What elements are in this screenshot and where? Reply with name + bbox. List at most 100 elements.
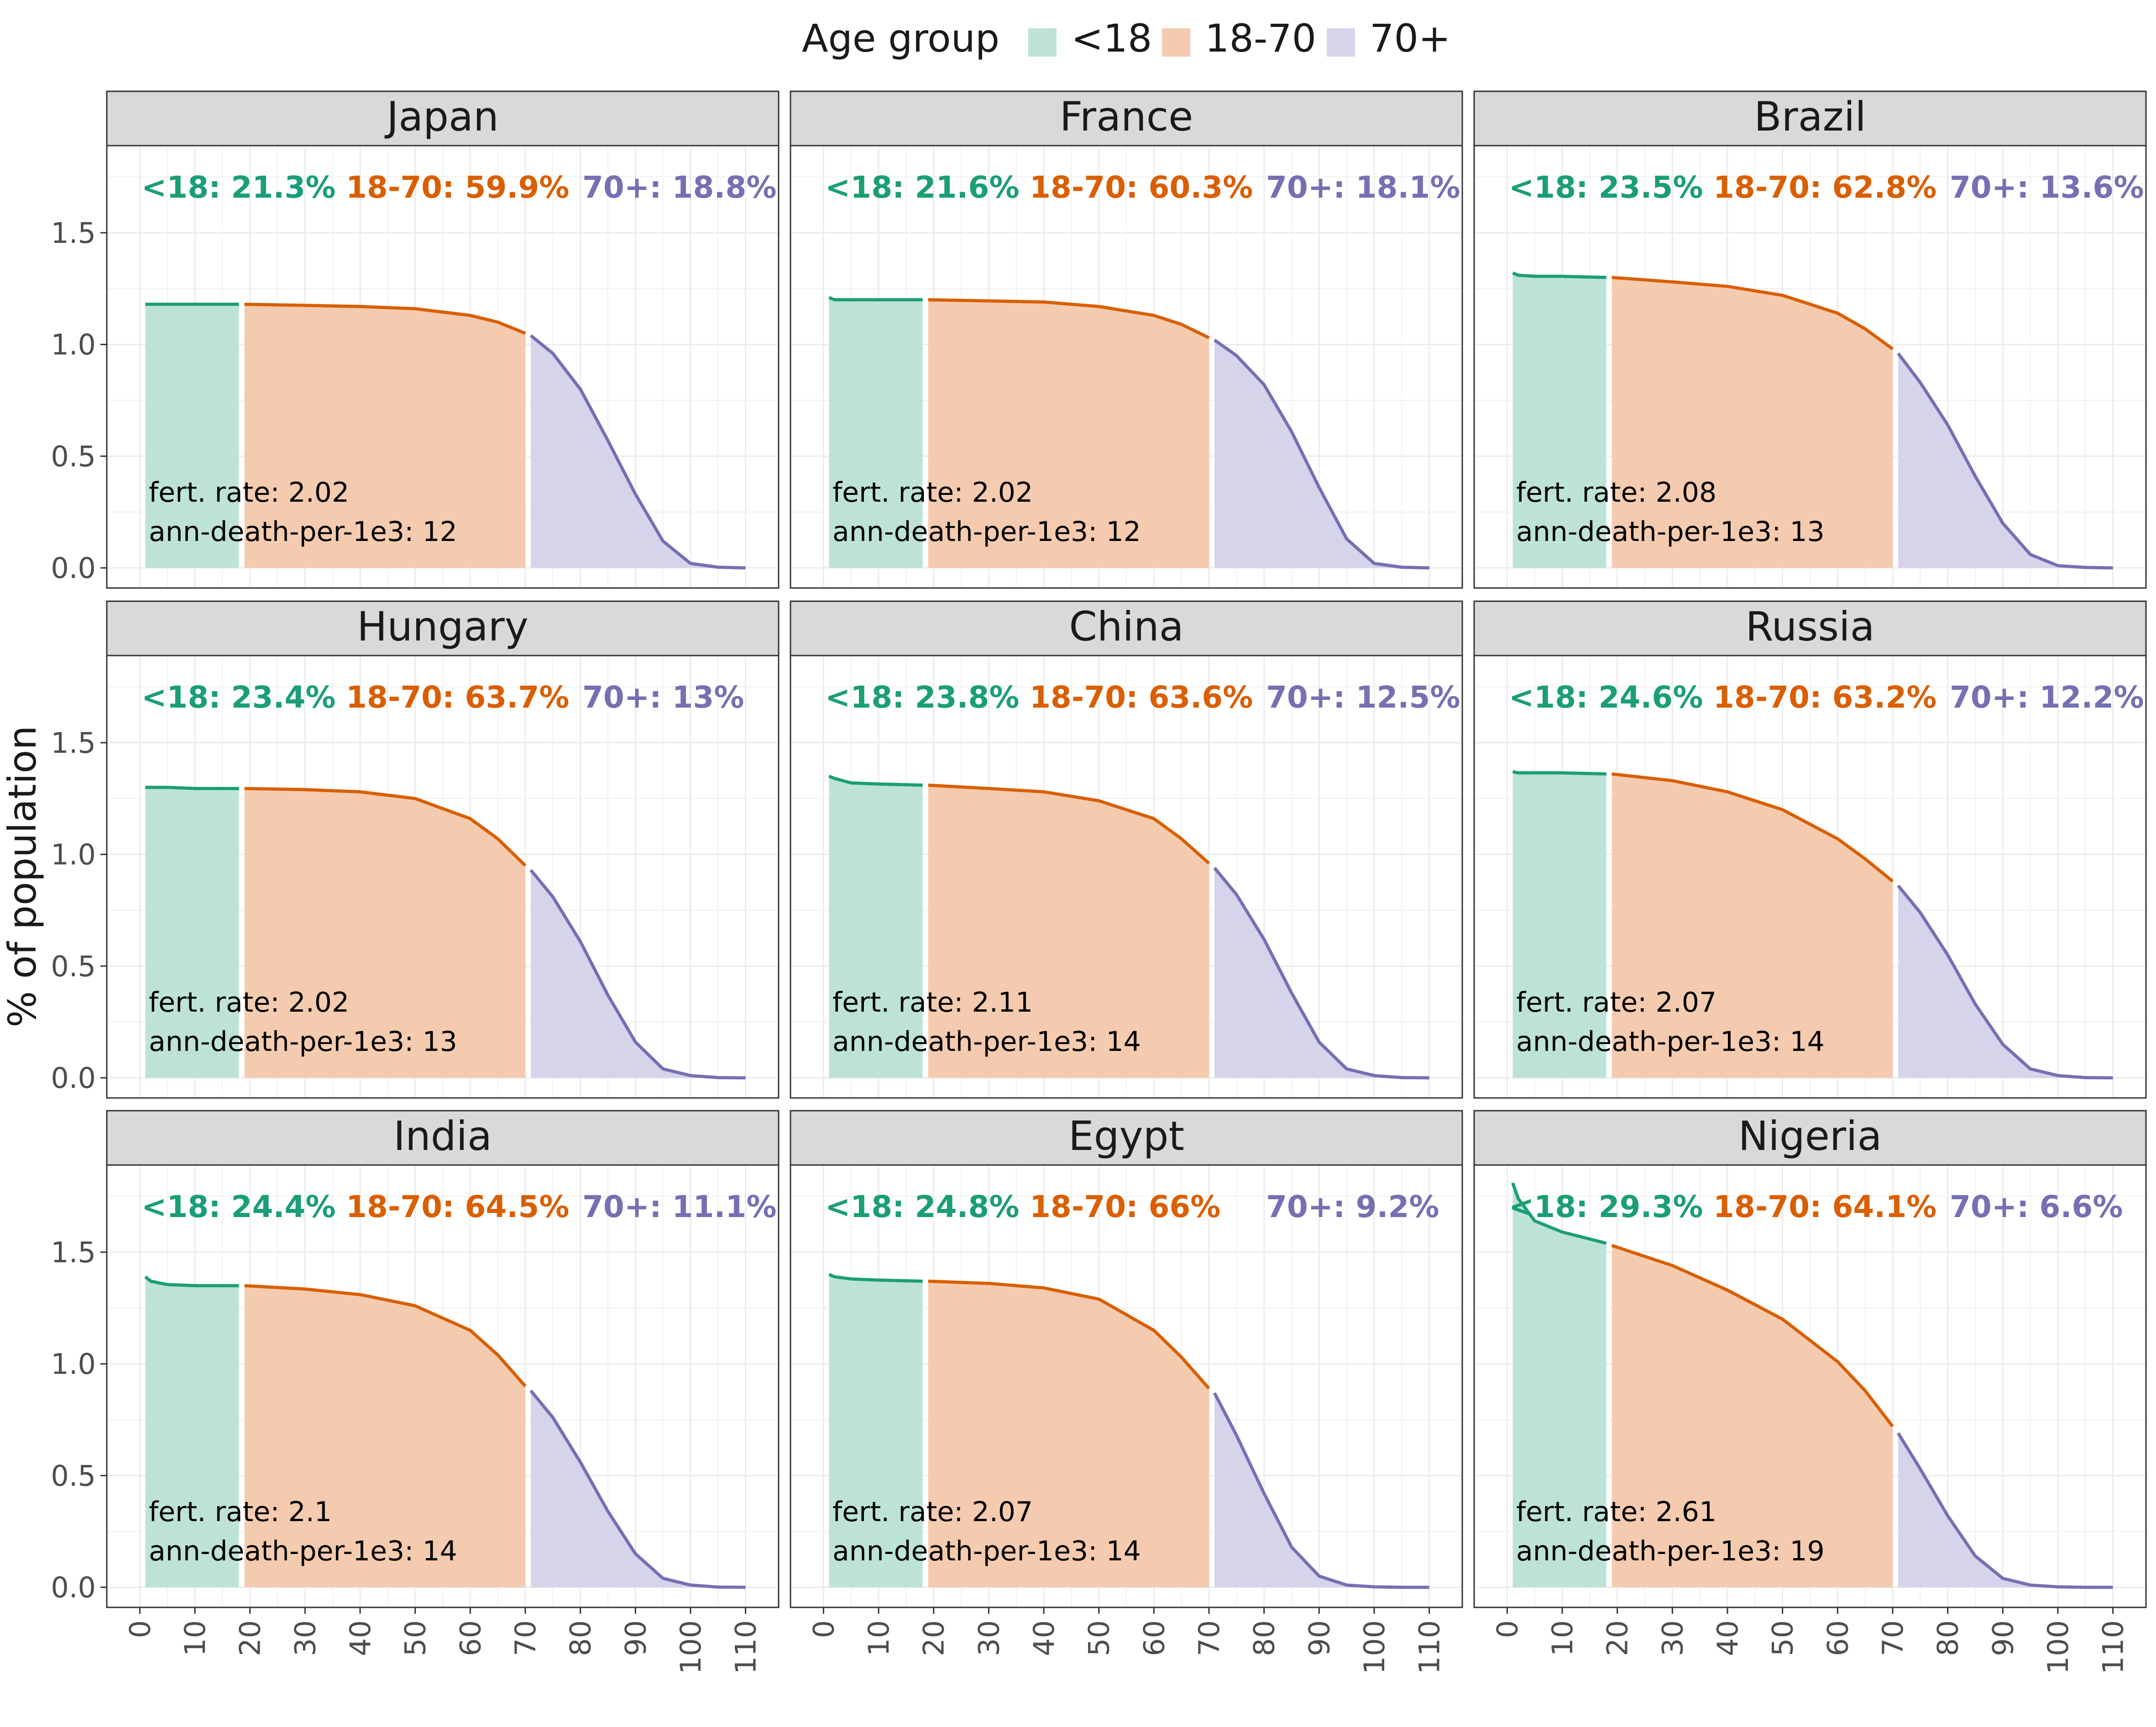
death-rate-label: ann-death-per-1e3: xyxy=(1516,516,1790,548)
y-tick-label: 0.5 xyxy=(51,950,96,983)
line-series-1 xyxy=(1511,1182,1607,1245)
death-rate-annotation: ann-death-per-1e3: 14 xyxy=(832,1026,1141,1058)
x-tick-label: 10 xyxy=(178,1620,212,1656)
line-series-2 xyxy=(928,1279,1210,1390)
panel-egypt: Egypt <18: 24.8% 18-70: 66% 70+: 9.2% fert. … xyxy=(790,1110,1463,1674)
panel-border xyxy=(1473,655,2147,1099)
area-series-3 xyxy=(1214,340,1429,568)
line-series-3 xyxy=(1213,866,1429,1080)
facet-strip xyxy=(790,90,1463,147)
panel-border xyxy=(106,655,780,1099)
area-series-1 xyxy=(1512,772,1607,1078)
panel-france: France <18: 21.6% 18-70: 60.3% 70+: 18.1% fe… xyxy=(790,90,1463,589)
death-rate-value: 12 xyxy=(1106,516,1141,548)
death-rate-label: ann-death-per-1e3: xyxy=(149,516,422,548)
y-axis-title: % of population xyxy=(0,725,45,1027)
facet-strip xyxy=(106,1110,780,1166)
share-label-1: <18: 29.3% xyxy=(1509,1189,1703,1224)
panel-china: China <18: 23.8% 18-70: 63.6% 70+: 12.5% fer… xyxy=(790,600,1463,1099)
death-rate-value: 13 xyxy=(1790,516,1824,548)
death-rate-value: 14 xyxy=(1790,1026,1824,1058)
area-series-3 xyxy=(1898,353,2113,568)
x-tick-label: 80 xyxy=(1248,1620,1281,1656)
facet-strip xyxy=(790,600,1463,656)
facet-strip xyxy=(106,90,780,147)
fert-rate-label: fert. rate: xyxy=(832,987,972,1018)
area-series-2 xyxy=(928,1281,1209,1587)
area-series-3 xyxy=(1898,1433,2113,1587)
fert-rate-value: 2.07 xyxy=(1656,987,1717,1018)
panel-border xyxy=(790,1164,1463,1608)
x-tick-label: 60 xyxy=(1137,1620,1171,1656)
share-label-1: <18: 24.6% xyxy=(1509,680,1703,715)
line-series-1 xyxy=(1512,770,1607,776)
area-series-3 xyxy=(1214,867,1429,1078)
share-label-3: 70+: 13.6% xyxy=(1950,170,2144,205)
area-series-1 xyxy=(1512,1183,1607,1587)
area-series-1 xyxy=(145,787,239,1078)
fert-rate-label: fert. rate: xyxy=(1516,1496,1656,1528)
area-series-2 xyxy=(928,299,1209,568)
fert-rate-value: 2.08 xyxy=(1656,477,1717,509)
facet-title: Egypt xyxy=(1068,1113,1184,1160)
share-label-1: <18: 24.4% xyxy=(141,1189,336,1224)
death-rate-annotation: ann-death-per-1e3: 13 xyxy=(1516,516,1825,548)
x-tick-label: 60 xyxy=(454,1620,487,1656)
y-tick-label: 1.5 xyxy=(51,726,96,760)
legend-label-3: 70+ xyxy=(1370,16,1450,61)
facet-title: Japan xyxy=(384,93,498,140)
x-tick-label: 70 xyxy=(1876,1620,1910,1656)
death-rate-label: ann-death-per-1e3: xyxy=(149,1535,422,1567)
facet-title: India xyxy=(393,1113,492,1160)
x-tick-label: 70 xyxy=(1193,1620,1226,1656)
death-rate-value: 14 xyxy=(1106,1535,1141,1567)
fert-rate-value: 2.02 xyxy=(288,477,350,509)
death-rate-value: 19 xyxy=(1790,1535,1824,1567)
x-tick-label: 60 xyxy=(1821,1620,1854,1656)
x-tick-label: 70 xyxy=(509,1620,542,1656)
x-tick-label: 30 xyxy=(1656,1620,1689,1656)
fert-rate-annotation: fert. rate: 2.07 xyxy=(1516,987,1716,1018)
fert-rate-annotation: fert. rate: 2.61 xyxy=(1516,1496,1716,1528)
fert-rate-annotation: fert. rate: 2.1 xyxy=(149,1496,332,1528)
y-tick-label: 0.5 xyxy=(51,440,96,473)
x-tick-label: 30 xyxy=(972,1620,1005,1656)
x-tick-label: 10 xyxy=(862,1620,895,1656)
y-tick-label: 1.0 xyxy=(51,328,96,362)
fert-rate-label: fert. rate: xyxy=(1516,477,1656,509)
x-tick-label: 90 xyxy=(1986,1620,2020,1656)
line-series-1 xyxy=(828,296,923,302)
x-tick-label: 110 xyxy=(1413,1620,1446,1674)
y-tick-label: 1.0 xyxy=(51,838,96,871)
death-rate-annotation: ann-death-per-1e3: 13 xyxy=(149,1026,457,1058)
x-tick-label: 40 xyxy=(1711,1620,1744,1656)
share-label-3: 70+: 6.6% xyxy=(1950,1189,2123,1224)
facet-title: China xyxy=(1069,603,1183,650)
facet-strip xyxy=(106,600,780,656)
share-label-2: 18-70: 63.6% xyxy=(1030,680,1253,715)
line-series-2 xyxy=(244,787,527,867)
x-tick-label: 100 xyxy=(2041,1620,2075,1674)
fert-rate-value: 2.02 xyxy=(288,987,350,1018)
line-series-2 xyxy=(244,302,526,335)
legend-title: Age group xyxy=(802,16,1000,61)
fert-rate-value: 2.1 xyxy=(288,1496,332,1528)
area-series-2 xyxy=(1612,277,1893,568)
share-label-1: <18: 23.5% xyxy=(1509,170,1703,205)
x-tick-label: 80 xyxy=(1931,1620,1965,1656)
panel-nigeria: Nigeria <18: 29.3% 18-70: 64.1% 70+: 6.6% fe… xyxy=(1473,1110,2147,1674)
fert-rate-label: fert. rate: xyxy=(149,477,288,509)
y-tick-label: 1.5 xyxy=(51,1236,96,1269)
facet-title: Nigeria xyxy=(1738,1113,1882,1160)
facet-strip xyxy=(1473,1110,2147,1166)
x-tick-label: 100 xyxy=(674,1620,707,1674)
fert-rate-label: fert. rate: xyxy=(832,477,972,509)
y-tick-label: 0.0 xyxy=(51,1061,96,1095)
x-tick-label: 20 xyxy=(917,1620,951,1656)
x-tick-label: 80 xyxy=(564,1620,597,1656)
line-series-2 xyxy=(1612,772,1894,883)
death-rate-value: 13 xyxy=(422,1026,457,1058)
fert-rate-annotation: fert. rate: 2.02 xyxy=(149,987,349,1018)
legend: Age group <18 18-70 70+ xyxy=(802,16,1450,61)
